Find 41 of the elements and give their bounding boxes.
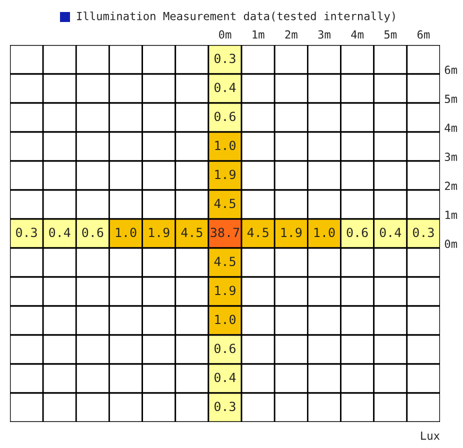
- data-label: 0.6: [82, 228, 104, 238]
- data-label: 0.6: [214, 112, 236, 122]
- data-label: 0.6: [346, 228, 368, 238]
- y2-tick-label: 4m: [444, 124, 458, 132]
- data-label: 4.5: [181, 228, 202, 238]
- data-label: 1.9: [215, 286, 236, 296]
- chart-title: Illumination Measurement data(tested internally): [77, 12, 395, 22]
- data-label: 1.9: [149, 228, 170, 238]
- data-label: 1.0: [116, 228, 136, 238]
- y2-tick-label: 1m: [446, 210, 458, 219]
- data-label: 0.4: [380, 228, 402, 238]
- y2-tick-label: 5m: [444, 94, 458, 104]
- x-tick-label: 1m: [252, 30, 264, 39]
- data-label: 4.5: [247, 228, 268, 238]
- x-tick-label: 6m: [417, 30, 430, 39]
- y2-tick-label: 3m: [444, 152, 458, 162]
- data-label: 1.0: [314, 228, 335, 238]
- text: Lux: [421, 432, 440, 440]
- data-label: 4.5: [214, 256, 236, 266]
- data-label: 1.9: [215, 170, 236, 180]
- data-label: 1.9: [281, 228, 302, 238]
- data-label: 38.7: [210, 228, 240, 238]
- y2-tick-label: 2m: [444, 182, 458, 190]
- x-tick-label: 5m: [384, 30, 397, 39]
- data-label: 0.3: [214, 402, 236, 412]
- y2-tick-label: 0m: [444, 240, 458, 248]
- data-label: 0.4: [214, 372, 236, 382]
- x-tick-label: 0m: [219, 30, 232, 39]
- data-label: 1.0: [215, 314, 236, 324]
- data-label: 0.4: [214, 82, 236, 92]
- x-tick-label: 2m: [285, 30, 298, 39]
- data-label: 0.3: [16, 228, 37, 238]
- y2-tick-label: 6m: [444, 66, 458, 74]
- x-tick-label: 4m: [351, 30, 364, 39]
- data-label: 0.4: [49, 228, 70, 238]
- data-label: 4.5: [214, 198, 236, 208]
- data-label: 0.3: [412, 228, 434, 238]
- data-label: 0.3: [214, 54, 236, 64]
- data-label: 1.0: [215, 140, 236, 150]
- data-label: 0.6: [214, 344, 236, 354]
- x-tick-label: 3m: [318, 30, 330, 39]
